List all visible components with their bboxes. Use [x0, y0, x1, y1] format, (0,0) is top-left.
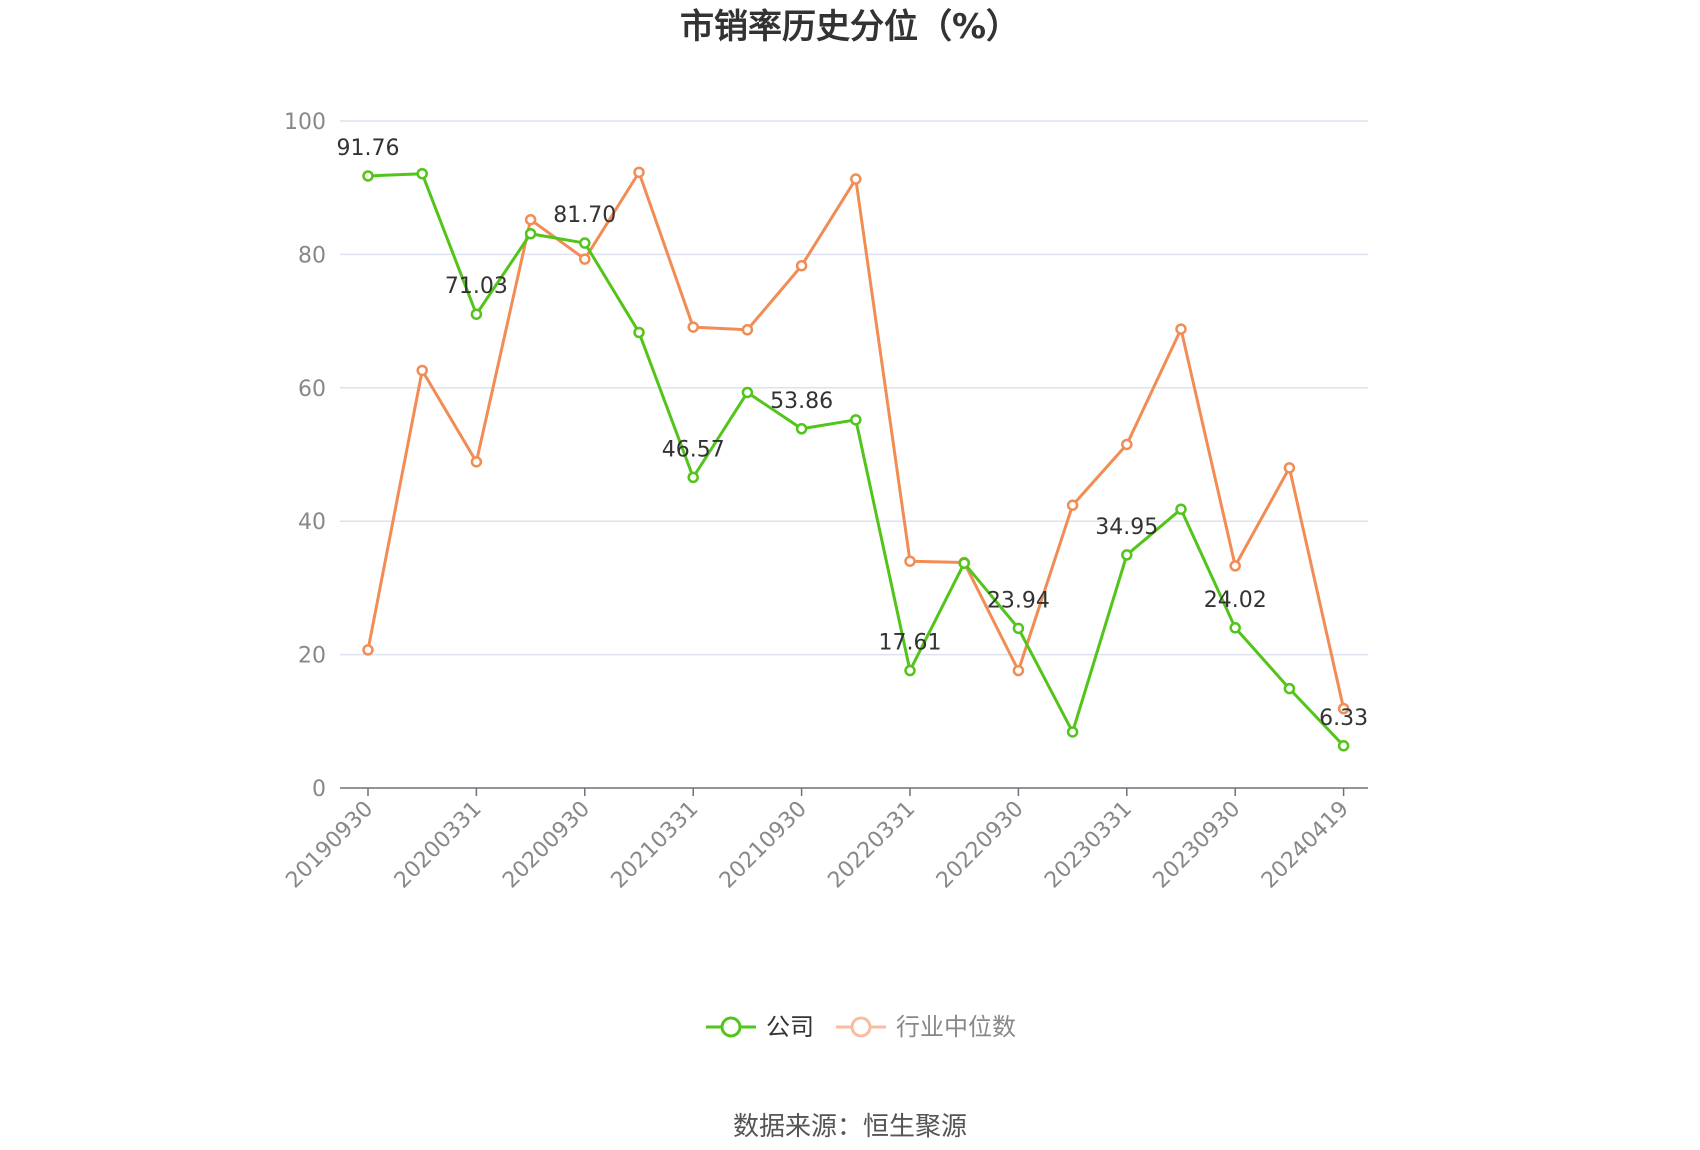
data-label: 91.76 [337, 136, 400, 161]
data-point[interactable] [579, 237, 591, 249]
legend-label-company: 公司 [766, 1013, 814, 1041]
x-tick-label: 20220331 [823, 797, 920, 894]
x-tick-label: 20230331 [1040, 797, 1137, 894]
data-label: 71.03 [445, 274, 508, 299]
y-tick-label: 60 [298, 377, 326, 402]
data-point[interactable] [416, 167, 428, 180]
data-point[interactable] [904, 555, 916, 567]
legend[interactable]: 公司 行业中位数 [706, 1013, 1016, 1041]
series-industry-median [362, 166, 1350, 715]
data-point[interactable] [1066, 499, 1079, 511]
data-point[interactable] [362, 644, 374, 656]
data-label: 34.95 [1095, 515, 1158, 540]
data-label: 23.94 [987, 588, 1050, 613]
legend-label-industry-median: 行业中位数 [896, 1013, 1016, 1041]
data-point[interactable] [1012, 622, 1025, 635]
data-point[interactable] [1121, 438, 1133, 451]
y-tick-label: 40 [298, 510, 326, 535]
data-point[interactable] [633, 326, 645, 339]
data-labels: 91.76 71.03 81.70 46.57 53.86 17.61 23.94 34.95… [337, 136, 1369, 731]
data-point[interactable] [633, 166, 645, 179]
data-point[interactable] [1175, 323, 1187, 335]
data-point[interactable] [1229, 622, 1241, 634]
legend-company-marker-icon [720, 1016, 742, 1038]
data-point[interactable] [687, 321, 699, 333]
data-label: 17.61 [879, 631, 942, 656]
data-point[interactable] [1012, 664, 1025, 677]
data-point[interactable] [470, 308, 483, 320]
data-point[interactable] [850, 173, 862, 185]
data-point[interactable] [579, 253, 591, 265]
data-point[interactable] [524, 213, 537, 226]
data-point[interactable] [795, 259, 808, 272]
data-point[interactable] [362, 170, 374, 182]
data-label: 24.02 [1204, 588, 1267, 613]
data-point[interactable] [470, 456, 483, 468]
legend-item-industry-median[interactable]: 行业中位数 [836, 1013, 1016, 1041]
y-tick-label: 20 [298, 644, 326, 669]
data-point[interactable] [904, 664, 916, 677]
data-point[interactable] [1283, 462, 1296, 474]
x-tick-label: 20210930 [715, 797, 812, 894]
data-point[interactable] [1121, 549, 1133, 561]
data-point[interactable] [1066, 726, 1079, 738]
chart-title: 市销率历史分位（%） [680, 7, 1020, 47]
data-point[interactable] [741, 324, 754, 336]
data-point[interactable] [1283, 682, 1296, 695]
x-tick-label: 20200331 [390, 797, 487, 894]
x-tick-label: 20220930 [932, 797, 1029, 894]
data-point[interactable] [1337, 702, 1350, 715]
y-tick-label: 100 [284, 110, 326, 135]
data-label: 6.33 [1319, 706, 1368, 731]
series-line [367, 172, 1345, 747]
data-point[interactable] [416, 364, 428, 377]
legend-item-company[interactable]: 公司 [706, 1013, 814, 1041]
series-company [362, 167, 1350, 752]
data-point[interactable] [850, 414, 862, 426]
data-point[interactable] [687, 471, 699, 484]
y-tick-label: 80 [298, 243, 326, 268]
series-line [366, 170, 1346, 709]
data-label: 46.57 [662, 437, 725, 462]
data-point[interactable] [524, 227, 537, 240]
x-tick-label: 20190930 [281, 797, 378, 894]
legend-industry-marker-icon [850, 1016, 872, 1038]
x-tick-label: 20230930 [1149, 797, 1246, 894]
data-point[interactable] [1337, 740, 1350, 752]
data-point[interactable] [741, 386, 754, 399]
data-point[interactable] [795, 423, 808, 435]
x-tick-label: 20210331 [607, 797, 704, 894]
x-tick-label: 20200930 [498, 797, 595, 894]
data-point[interactable] [1175, 503, 1187, 515]
data-label: 81.70 [553, 203, 616, 228]
data-point[interactable] [1229, 560, 1241, 572]
y-tick-label: 0 [312, 777, 326, 802]
data-source: 数据来源：恒生聚源 [733, 1112, 967, 1142]
data-point[interactable] [958, 557, 970, 569]
x-tick-label: 20240419 [1257, 797, 1354, 894]
series-area [362, 166, 1350, 752]
grid [340, 120, 1368, 656]
data-label: 53.86 [770, 389, 833, 414]
